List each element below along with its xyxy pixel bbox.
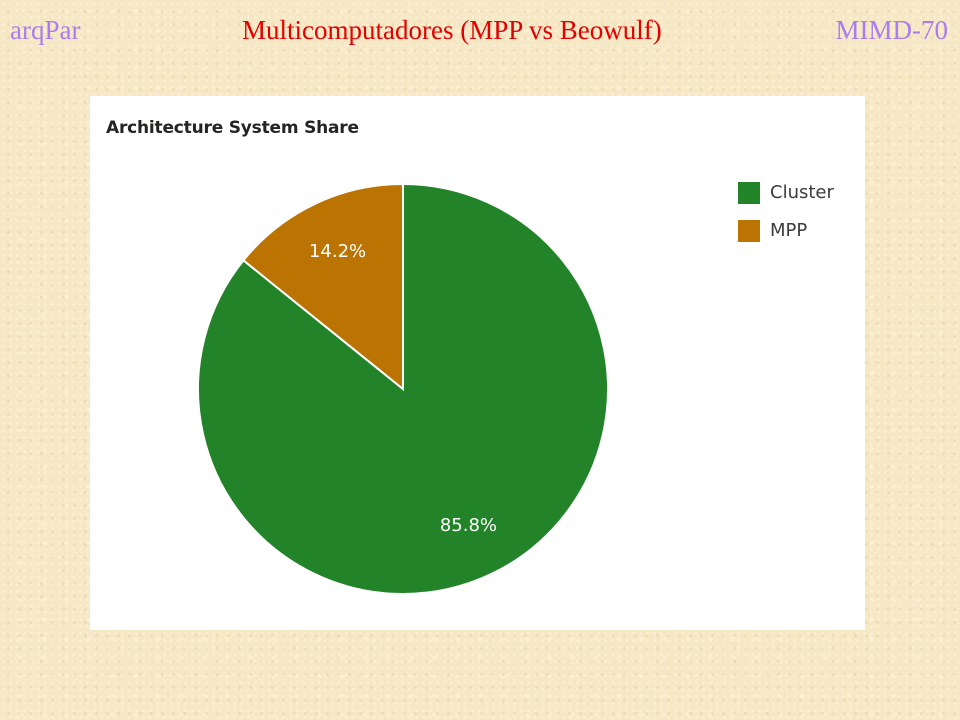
legend-label-cluster: Cluster: [770, 182, 834, 203]
pie-label-cluster: 85.8%: [440, 515, 497, 536]
slide-number: MIMD-70: [835, 15, 949, 45]
pie-chart: 85.8% 14.2%: [197, 182, 609, 595]
slide-header: arqPar Multicomputadores (MPP vs Beowulf…: [0, 0, 960, 48]
slide-title: Multicomputadores (MPP vs Beowulf): [242, 15, 662, 45]
legend-swatch-mpp: [738, 220, 760, 242]
legend-label-mpp: MPP: [770, 220, 808, 241]
legend-swatch-cluster: [738, 182, 760, 204]
chart-title: Architecture System Share: [106, 118, 359, 138]
pie-slice-mpp[interactable]: [242, 182, 404, 392]
pie-label-mpp: 14.2%: [309, 241, 366, 262]
chart-card: Architecture System Share 85.8% 14.2% Clu…: [90, 96, 865, 630]
header-course-label: arqPar: [10, 15, 81, 45]
